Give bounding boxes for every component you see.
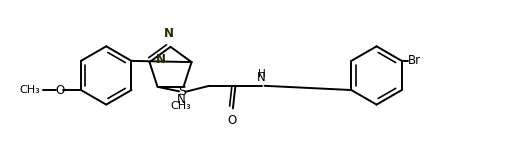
Text: S: S bbox=[178, 85, 186, 98]
Text: N: N bbox=[257, 71, 266, 84]
Text: N: N bbox=[156, 53, 166, 66]
Text: CH₃: CH₃ bbox=[20, 85, 40, 95]
Text: N: N bbox=[177, 93, 185, 106]
Text: Br: Br bbox=[408, 54, 422, 67]
Text: O: O bbox=[55, 83, 65, 97]
Text: CH₃: CH₃ bbox=[171, 101, 191, 111]
Text: N: N bbox=[163, 27, 174, 40]
Text: O: O bbox=[228, 114, 237, 127]
Text: H: H bbox=[258, 69, 266, 79]
